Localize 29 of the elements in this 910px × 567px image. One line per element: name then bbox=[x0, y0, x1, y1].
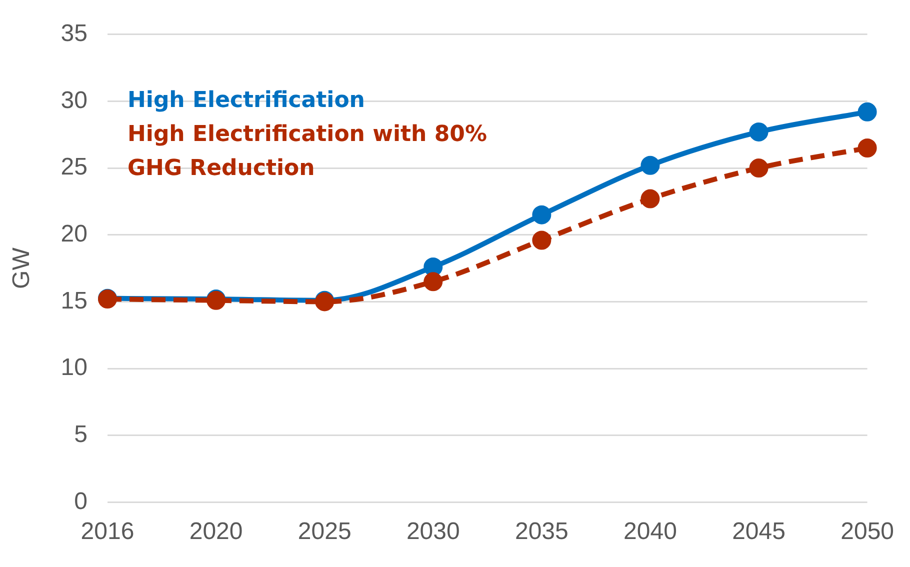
point bbox=[532, 230, 552, 250]
y-tick-label: 35 bbox=[60, 20, 88, 48]
point bbox=[640, 156, 660, 175]
x-tick-label: 2035 bbox=[514, 518, 568, 546]
y-tick-label: 25 bbox=[60, 154, 88, 181]
y-tick-label: 15 bbox=[60, 287, 88, 314]
point bbox=[532, 205, 552, 224]
point bbox=[858, 102, 877, 122]
point bbox=[424, 272, 443, 292]
x-tick-label: 2030 bbox=[406, 518, 460, 546]
y-axis-title: GW bbox=[8, 247, 36, 289]
x-tick-label: 2040 bbox=[624, 518, 677, 546]
x-tick-label: 2050 bbox=[840, 518, 894, 546]
y-tick-label: 20 bbox=[60, 220, 88, 248]
text: High Electrification bbox=[127, 87, 366, 116]
y-tick-label: 30 bbox=[60, 86, 88, 114]
x-tick-label: 2025 bbox=[298, 518, 352, 546]
text: High Electrification with 80% GHG Reduction bbox=[127, 121, 488, 184]
point bbox=[640, 189, 660, 208]
x-tick-label: 2020 bbox=[189, 518, 243, 546]
y-tick-label: 10 bbox=[60, 354, 88, 382]
point bbox=[424, 257, 443, 276]
y-tick-label: 5 bbox=[74, 420, 88, 448]
x-tick-label: 2016 bbox=[80, 518, 134, 546]
point bbox=[749, 122, 768, 142]
point bbox=[858, 138, 877, 158]
x-tick-label: 2045 bbox=[732, 518, 786, 546]
y-tick-label: 0 bbox=[74, 488, 88, 515]
point bbox=[749, 158, 768, 178]
